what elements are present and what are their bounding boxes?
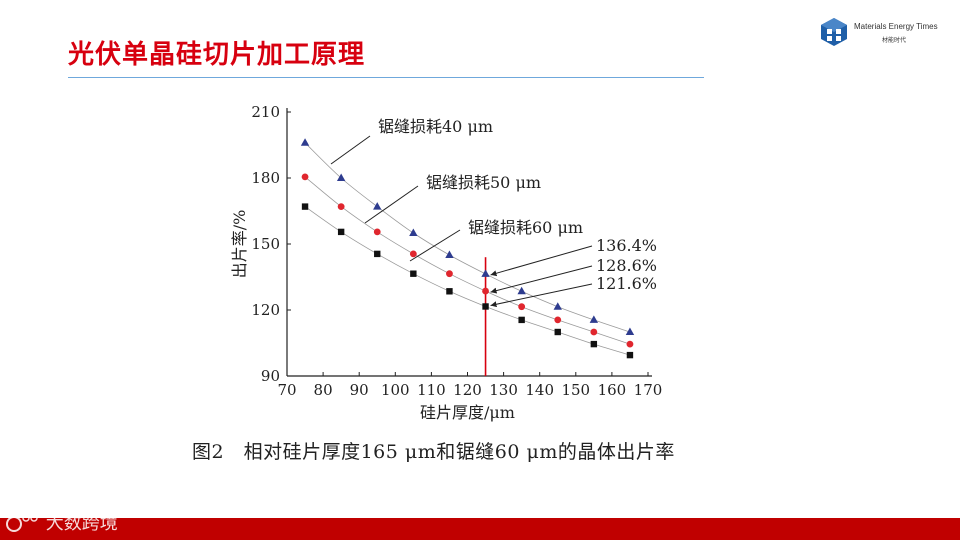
triangle-point [336,173,346,181]
square-point [374,250,381,258]
annotation-label: 136.4% [596,236,657,255]
series-label: 锯缝损耗50 μm [426,173,541,192]
triangle-point [409,228,418,236]
title-divider [68,77,704,78]
y-tick-label: 180 [251,169,280,187]
annotation-arrow [490,265,593,294]
circle-point [446,270,453,278]
y-axis-label: 出片率/% [230,210,249,279]
square-point [337,228,345,236]
annotation-arrow [490,283,593,308]
circle-point [373,228,381,236]
circle-point [590,328,598,336]
square-point [554,328,561,336]
series-markers [300,138,635,359]
triangle-point [300,138,310,146]
x-tick-label: 70 [277,381,296,399]
square-point [410,270,417,277]
x-tick-label: 130 [489,381,518,399]
x-tick-label: 100 [381,381,410,399]
triangle-point [445,250,454,258]
x-tick-label: 170 [634,381,663,399]
annotation-arrow [490,245,593,277]
series-curve-0 [304,142,631,333]
watermark: 大数跨境 [6,509,118,539]
footer-bar [0,518,960,540]
series-curves [304,142,631,356]
watermark-text: 大数跨境 [45,513,118,534]
x-tick-label: 120 [453,381,482,399]
triangle-point [625,327,635,335]
circle-point [482,287,489,295]
ic-logo-icon [6,514,38,532]
triangle-point [481,269,490,277]
circle-point [409,250,417,258]
series-callouts: 锯缝损耗40 μm 锯缝损耗50 μm 锯缝损耗60 μm [330,117,583,262]
callout-line [330,135,371,165]
circle-point [518,303,526,311]
chart-axes: 70 80 90 100 110 120 130 140 150 160 170 90 120 150 18… [230,103,662,422]
triangle-point [517,286,526,295]
series-label: 锯缝损耗40 μm [378,117,493,136]
x-tick-label: 140 [525,381,554,399]
callout-line [364,185,419,224]
brand-logo: Materials Energy Times 材能时代 [818,14,948,54]
x-tick-label: 110 [417,381,446,399]
square-point [626,351,634,359]
figure-caption: 图2 相对硅片厚度165 μm和锯缝60 μm的晶体出片率 [192,441,675,463]
y-tick-label: 210 [251,103,280,121]
square-point [482,303,489,310]
circle-point [626,340,634,348]
square-point [590,340,598,348]
series-curve-1 [304,176,631,345]
square-point [301,203,309,210]
x-tick-label: 150 [561,381,590,399]
x-tick-label: 80 [314,381,333,399]
square-point [446,288,453,295]
y-tick-label: 120 [251,301,280,319]
series-label: 锯缝损耗60 μm [468,218,583,237]
triangle-point [589,315,599,323]
annotation-label: 128.6% [596,256,657,275]
callout-line [409,229,461,262]
logo-name: Materials Energy Times [854,22,938,31]
square-point [518,316,525,324]
series-curve-2 [304,206,631,356]
logo-subtitle: 材能时代 [882,37,907,44]
x-tick-label: 160 [598,381,627,399]
triangle-point [553,302,562,310]
circle-point [337,203,345,211]
x-tick-label: 90 [350,381,369,399]
slide-title: 光伏单晶硅切片加工原理 [68,40,366,70]
triangle-point [373,202,382,210]
circle-point [301,173,309,181]
y-tick-label: 150 [251,235,280,253]
x-axis-label: 硅片厚度/μm [420,403,515,422]
y-tick-label: 90 [261,367,280,385]
circle-point [554,316,562,324]
annotation-label: 121.6% [596,274,657,293]
cube-logo-icon [821,18,847,46]
value-annotations: 136.4%128.6%121.6% [490,236,657,308]
